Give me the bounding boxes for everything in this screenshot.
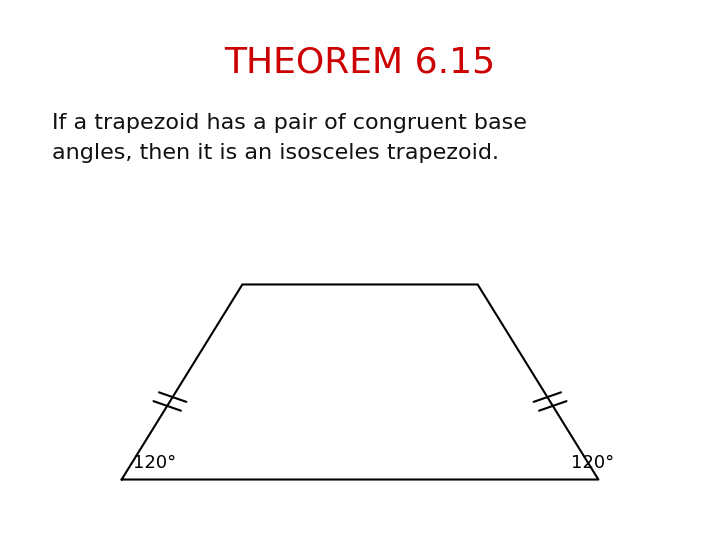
Text: 120°: 120° [133, 454, 176, 472]
Text: 120°: 120° [570, 454, 613, 472]
Text: If a trapezoid has a pair of congruent base: If a trapezoid has a pair of congruent b… [52, 113, 527, 133]
Text: THEOREM 6.15: THEOREM 6.15 [225, 46, 495, 80]
Text: angles, then it is an isosceles trapezoid.: angles, then it is an isosceles trapezoi… [52, 143, 499, 163]
